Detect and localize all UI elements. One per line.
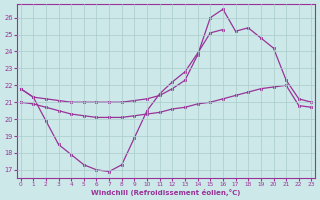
X-axis label: Windchill (Refroidissement éolien,°C): Windchill (Refroidissement éolien,°C) <box>91 189 241 196</box>
